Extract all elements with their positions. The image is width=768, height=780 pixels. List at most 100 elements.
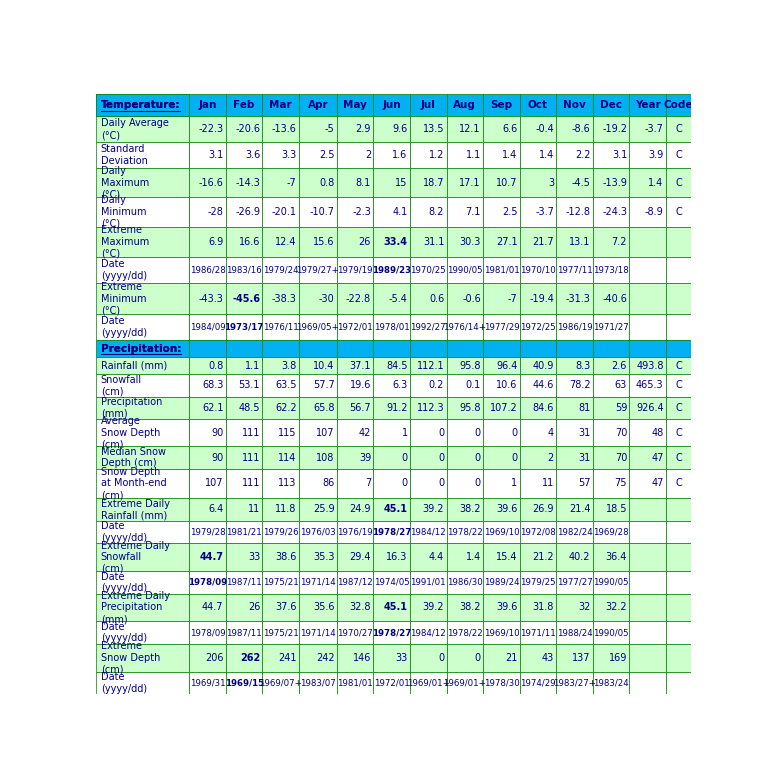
Text: C: C	[675, 427, 682, 438]
Text: 1984/12: 1984/12	[410, 628, 446, 637]
Bar	[299, 314, 337, 340]
Bar	[483, 142, 520, 168]
Bar	[483, 498, 520, 521]
Text: 48.5: 48.5	[239, 403, 260, 413]
Bar	[520, 672, 556, 694]
Text: 1987/12: 1987/12	[337, 578, 373, 587]
Text: 7: 7	[365, 478, 371, 488]
Bar	[190, 397, 226, 420]
Text: 111: 111	[242, 452, 260, 463]
Bar	[190, 197, 226, 226]
Text: 24.9: 24.9	[349, 505, 371, 514]
Bar	[337, 314, 373, 340]
Text: Mar: Mar	[270, 100, 292, 110]
Text: 2.9: 2.9	[356, 124, 371, 134]
Bar	[226, 521, 263, 544]
Bar	[556, 521, 593, 544]
Bar	[556, 397, 593, 420]
Text: 10.7: 10.7	[496, 178, 518, 188]
Text: -7: -7	[508, 293, 518, 303]
Bar	[520, 94, 556, 116]
Text: 84.5: 84.5	[386, 360, 408, 370]
Bar	[630, 397, 666, 420]
Text: 0: 0	[475, 427, 481, 438]
Text: 40.2: 40.2	[569, 552, 591, 562]
Text: 78.2: 78.2	[569, 381, 591, 390]
Bar	[337, 498, 373, 521]
Bar	[556, 469, 593, 498]
Text: 1983/07: 1983/07	[300, 679, 336, 687]
Bar	[373, 498, 410, 521]
Text: 7.1: 7.1	[465, 207, 481, 217]
Text: 1975/21: 1975/21	[263, 628, 299, 637]
Bar	[446, 644, 483, 672]
Bar	[520, 594, 556, 621]
Text: 1989/23: 1989/23	[372, 266, 412, 275]
Bar	[593, 446, 630, 469]
Text: 43: 43	[541, 653, 554, 663]
Text: 62.2: 62.2	[275, 403, 296, 413]
Bar	[299, 521, 337, 544]
Text: 2.2: 2.2	[575, 151, 591, 160]
Bar	[410, 142, 446, 168]
Text: 1972/25: 1972/25	[520, 323, 556, 331]
Bar	[373, 226, 410, 257]
Bar	[446, 594, 483, 621]
Bar	[410, 257, 446, 283]
Bar	[299, 397, 337, 420]
Text: 21.2: 21.2	[532, 552, 554, 562]
Bar	[96, 521, 190, 544]
Text: 4: 4	[548, 427, 554, 438]
Bar	[337, 340, 373, 357]
Text: 40.9: 40.9	[532, 360, 554, 370]
Bar	[337, 94, 373, 116]
Bar	[520, 116, 556, 142]
Bar	[593, 257, 630, 283]
Bar	[483, 621, 520, 644]
Text: Median Snow
Depth (cm): Median Snow Depth (cm)	[101, 447, 166, 468]
Bar	[190, 571, 226, 594]
Text: Sep: Sep	[490, 100, 512, 110]
Bar	[520, 142, 556, 168]
Bar	[190, 544, 226, 571]
Bar	[96, 94, 190, 116]
Text: 44.7: 44.7	[200, 552, 223, 562]
Text: 113: 113	[278, 478, 296, 488]
Text: 8.3: 8.3	[575, 360, 591, 370]
Text: 38.2: 38.2	[459, 602, 481, 612]
Bar	[593, 94, 630, 116]
Text: 1972/01: 1972/01	[374, 679, 409, 687]
Text: 1978/30: 1978/30	[484, 679, 519, 687]
Bar	[373, 521, 410, 544]
Text: C: C	[675, 124, 682, 134]
Bar	[593, 644, 630, 672]
Bar	[446, 672, 483, 694]
Text: 33.4: 33.4	[384, 237, 408, 247]
Text: 1981/01: 1981/01	[337, 679, 373, 687]
Bar	[666, 257, 691, 283]
Text: Precipitation:: Precipitation:	[101, 343, 181, 353]
Text: Snowfall
(cm): Snowfall (cm)	[101, 374, 142, 396]
Text: 112.1: 112.1	[416, 360, 444, 370]
Text: 1983/16: 1983/16	[227, 266, 262, 275]
Bar	[556, 644, 593, 672]
Text: 48: 48	[651, 427, 664, 438]
Text: 1979/28: 1979/28	[190, 527, 226, 537]
Text: 62.1: 62.1	[202, 403, 223, 413]
Bar	[520, 226, 556, 257]
Bar	[337, 116, 373, 142]
Text: 26.9: 26.9	[532, 505, 554, 514]
Text: 32: 32	[578, 602, 591, 612]
Text: 1978/09: 1978/09	[188, 578, 227, 587]
Bar	[483, 226, 520, 257]
Bar	[593, 521, 630, 544]
Bar	[410, 571, 446, 594]
Text: 47: 47	[651, 478, 664, 488]
Bar	[263, 594, 299, 621]
Bar	[556, 116, 593, 142]
Text: 0.2: 0.2	[429, 381, 444, 390]
Bar	[263, 420, 299, 446]
Text: 31: 31	[578, 427, 591, 438]
Text: 95.8: 95.8	[459, 403, 481, 413]
Text: 1969/01+: 1969/01+	[407, 679, 450, 687]
